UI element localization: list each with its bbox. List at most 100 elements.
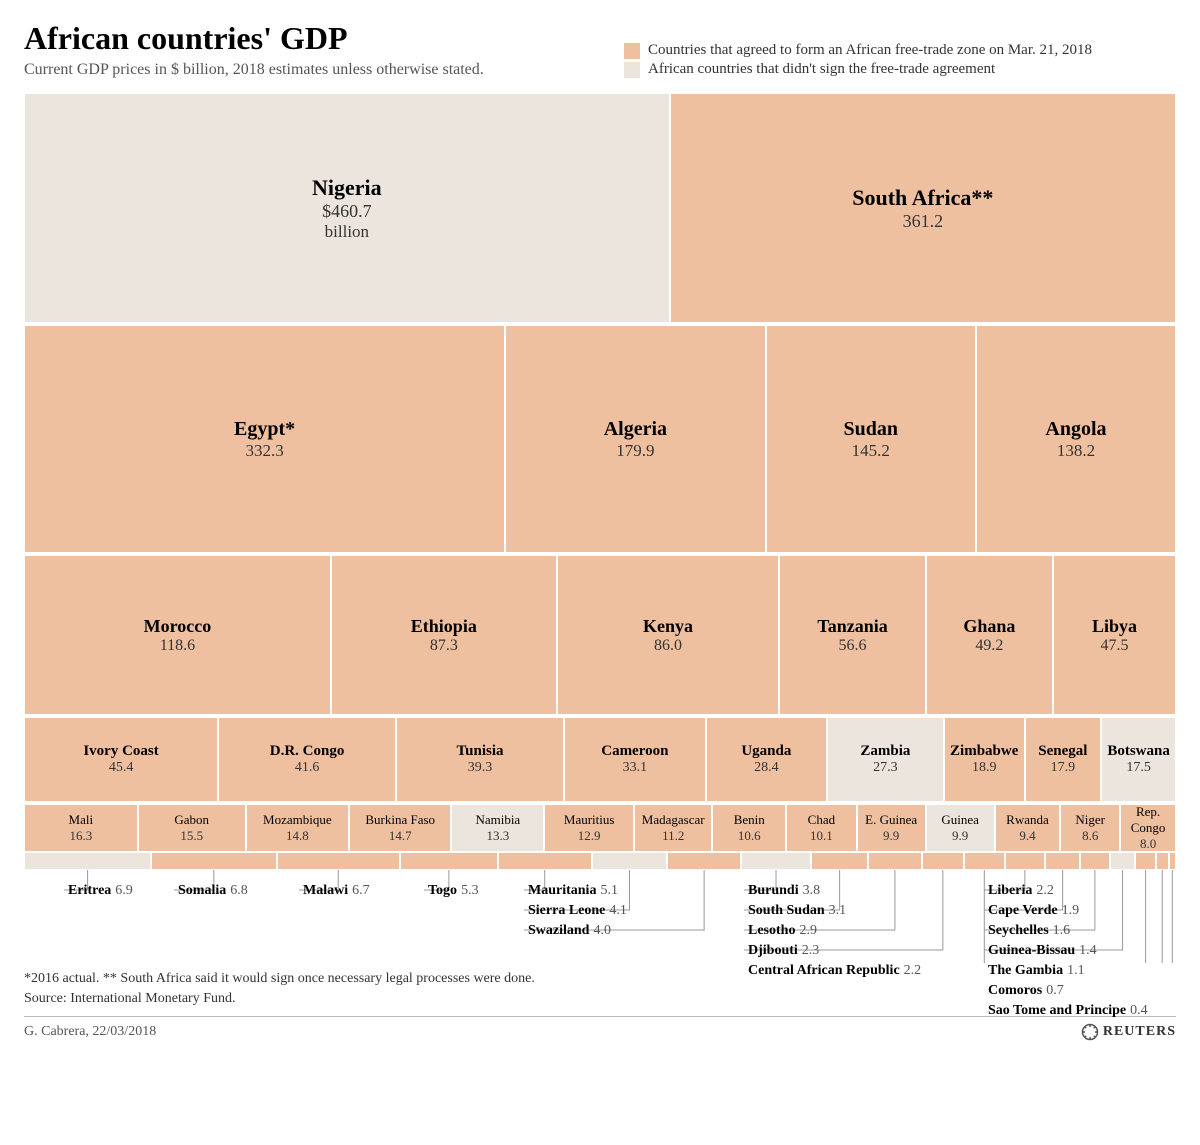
callout-name: Seychelles <box>988 923 1049 938</box>
callout-label: Sao Tome and Principe0.4 <box>988 1003 1148 1019</box>
cell-value: 9.4 <box>1019 828 1035 844</box>
cell-value: 16.3 <box>69 828 92 844</box>
cell-value: 13.3 <box>486 828 509 844</box>
cell-name: D.R. Congo <box>270 743 345 760</box>
callout-name: Sierra Leone <box>528 903 605 918</box>
cell-value: 17.9 <box>1051 760 1076 776</box>
cell-value: 10.1 <box>810 828 833 844</box>
cell-name: Morocco <box>144 616 212 637</box>
cell-name: Sudan <box>844 418 899 441</box>
callout-name: Somalia <box>178 883 226 898</box>
callout-label: Somalia6.8 <box>178 883 248 899</box>
callout-name: Lesotho <box>748 923 795 938</box>
treemap-sliver <box>277 852 400 870</box>
treemap-cell: Angola138.2 <box>976 325 1176 553</box>
cell-name: Rep. Congo <box>1121 804 1175 836</box>
treemap-sliver <box>1005 852 1046 870</box>
treemap-cell: Gabon15.5 <box>138 804 246 852</box>
treemap-cell: Libya47.5 <box>1053 555 1176 715</box>
callout-name: Sao Tome and Principe <box>988 1003 1126 1018</box>
treemap-cell: Rep. Congo8.0 <box>1120 804 1176 852</box>
reuters-icon <box>1081 1023 1099 1041</box>
cell-name: Namibia <box>475 812 520 828</box>
treemap-cell: Niger8.6 <box>1060 804 1120 852</box>
cell-name: Rwanda <box>1006 812 1049 828</box>
callout-label: Comoros0.7 <box>988 983 1064 999</box>
treemap-sliver <box>811 852 868 870</box>
callout-value: 3.1 <box>829 903 847 918</box>
treemap-cell: South Africa**361.2 <box>670 93 1176 323</box>
callout-label: South Sudan3.1 <box>748 903 846 919</box>
treemap-cell: Benin10.6 <box>712 804 786 852</box>
cell-value: 11.2 <box>662 828 684 844</box>
treemap-sliver <box>1080 852 1109 870</box>
treemap-sliver <box>922 852 964 870</box>
treemap-cell: Namibia13.3 <box>451 804 544 852</box>
treemap-cell: Botswana17.5 <box>1101 717 1176 802</box>
treemap-sliver <box>1156 852 1169 870</box>
callout-label: Burundi 3.8 <box>748 883 820 899</box>
treemap-cell: Egypt*332.3 <box>24 325 505 553</box>
callout-name: Comoros <box>988 983 1042 998</box>
callout-label: Malawi6.7 <box>303 883 370 899</box>
swatch-not-signed <box>624 62 640 78</box>
cell-value: 86.0 <box>654 637 682 655</box>
treemap-sliver <box>592 852 668 870</box>
legend-row-not-signed: African countries that didn't sign the f… <box>624 61 1092 78</box>
cell-value: 56.6 <box>839 637 867 655</box>
cell-name: Kenya <box>643 616 693 637</box>
callout-name: Mauritania <box>528 883 596 898</box>
callout-name: Burundi <box>748 883 799 898</box>
treemap-cell: Algeria179.9 <box>505 325 765 553</box>
callout-label: Swaziland 4.0 <box>528 923 611 939</box>
treemap-sliver <box>24 852 151 870</box>
legend-label-not-signed: African countries that didn't sign the f… <box>648 61 995 78</box>
callout-value: 2.9 <box>799 923 817 938</box>
callout-value: 3.8 <box>803 883 821 898</box>
cell-name: Senegal <box>1038 743 1087 760</box>
callout-name: Central African Republic <box>748 963 900 978</box>
callout-name: Malawi <box>303 883 348 898</box>
legend-label-signed: Countries that agreed to form an African… <box>648 42 1092 59</box>
callout-name: Eritrea <box>68 883 111 898</box>
treemap-sliver <box>741 852 811 870</box>
footer: G. Cabrera, 22/03/2018 REUTERS <box>24 1016 1176 1041</box>
cell-sub: billion <box>325 222 369 242</box>
treemap-cell: Ghana49.2 <box>926 555 1053 715</box>
callout-value: 2.2 <box>1036 883 1054 898</box>
cell-value: 27.3 <box>873 760 898 776</box>
callout-value: 4.0 <box>593 923 611 938</box>
cell-value: 41.6 <box>295 760 320 776</box>
cell-value: 15.5 <box>180 828 203 844</box>
treemap-sliver <box>667 852 741 870</box>
treemap-sliver <box>1169 852 1176 870</box>
callout-name: Djibouti <box>748 943 798 958</box>
callout-name: The Gambia <box>988 963 1063 978</box>
cell-name: Niger <box>1075 812 1105 828</box>
cell-value: 14.8 <box>286 828 309 844</box>
treemap-sliver <box>1110 852 1136 870</box>
cell-name: Mozambique <box>263 812 332 828</box>
cell-value: 17.5 <box>1126 760 1151 776</box>
callout-name: Swaziland <box>528 923 589 938</box>
callout-label: Eritrea 6.9 <box>68 883 133 899</box>
cell-name: Gabon <box>174 812 209 828</box>
cell-value: $460.7 <box>322 201 372 222</box>
callout-name: Guinea-Bissau <box>988 943 1075 958</box>
cell-name: Ghana <box>963 616 1015 637</box>
cell-value: 361.2 <box>903 211 944 232</box>
credit: G. Cabrera, 22/03/2018 <box>24 1024 156 1040</box>
legend: Countries that agreed to form an African… <box>624 42 1092 80</box>
cell-name: Uganda <box>741 743 791 760</box>
page-wrap: African countries' GDP Current GDP price… <box>24 20 1176 1041</box>
cell-value: 18.9 <box>972 760 997 776</box>
cell-name: Cameroon <box>601 743 668 760</box>
callout-value: 6.9 <box>115 883 133 898</box>
cell-name: Libya <box>1092 616 1137 637</box>
callout-value: 1.1 <box>1067 963 1085 978</box>
cell-name: Mauritius <box>564 812 615 828</box>
treemap-cell: Senegal17.9 <box>1025 717 1102 802</box>
cell-value: 87.3 <box>430 637 458 655</box>
cell-value: 332.3 <box>245 441 283 461</box>
treemap-cell: Mozambique14.8 <box>246 804 349 852</box>
